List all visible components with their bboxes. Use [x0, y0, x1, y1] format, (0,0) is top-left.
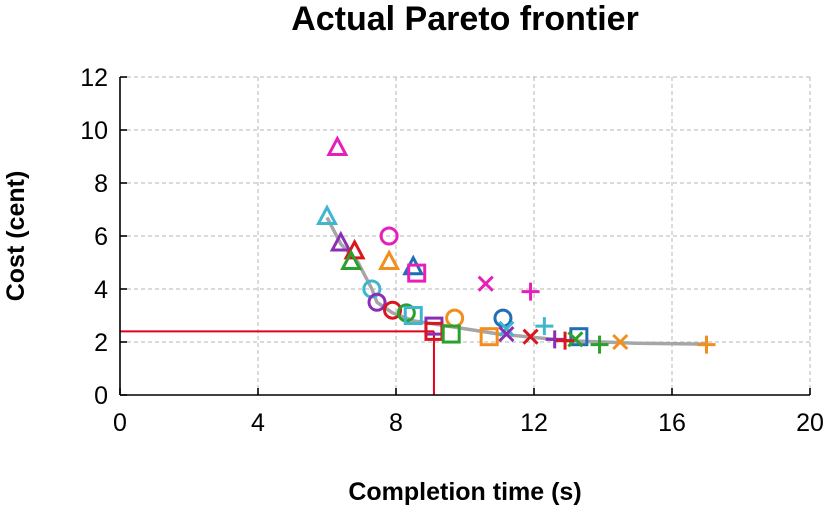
data-point-square — [479, 327, 499, 347]
data-point-circle — [367, 292, 387, 312]
data-point-x — [498, 320, 515, 337]
data-point-square — [403, 306, 423, 325]
data-point-triangle — [378, 249, 401, 270]
data-point-circle — [445, 308, 465, 328]
y-tick-label: 4 — [94, 276, 108, 304]
x-tick-label: 16 — [658, 409, 686, 437]
data-point-square — [407, 263, 427, 283]
y-tick-label: 10 — [80, 117, 108, 145]
y-tick-label: 0 — [94, 382, 108, 410]
data-point-triangle — [326, 135, 349, 157]
x-axis-label: Completion time (s) — [348, 478, 581, 506]
data-point-triangle — [316, 204, 338, 225]
data-point-x — [477, 275, 494, 292]
x-tick-label: 12 — [520, 409, 548, 437]
data-point-x — [498, 325, 515, 343]
reference-lines — [120, 330, 435, 395]
y-axis-label: Cost (cent) — [2, 171, 30, 302]
grid — [120, 76, 811, 395]
data-points — [316, 135, 716, 354]
data-point-plus — [697, 335, 716, 354]
frontier-line — [325, 216, 707, 346]
chart-title: Actual Pareto frontier — [291, 0, 639, 38]
data-point-plus — [556, 331, 575, 350]
frontier-line-group — [325, 216, 707, 346]
data-point-circle — [379, 226, 399, 246]
y-tick-label: 8 — [94, 170, 108, 198]
x-tick-label: 4 — [251, 409, 265, 437]
y-tick-label: 6 — [94, 223, 108, 251]
data-point-triangle — [329, 230, 352, 252]
data-point-triangle — [340, 249, 363, 270]
data-point-plus — [535, 317, 554, 336]
data-point-x — [522, 328, 539, 345]
x-tick-label: 8 — [389, 409, 403, 437]
x-tick-label: 20 — [796, 409, 824, 437]
data-point-plus — [521, 282, 540, 301]
tick-labels: 0 4 8 12 16 20 0 2 4 6 8 10 12 — [80, 64, 824, 437]
data-point-circle — [383, 300, 403, 320]
y-tick-label: 12 — [80, 64, 108, 92]
y-tick-label: 2 — [94, 329, 108, 357]
data-point-x — [612, 333, 629, 351]
data-point-square — [441, 324, 461, 344]
data-point-plus — [590, 335, 609, 354]
axes — [119, 76, 811, 396]
data-point-x — [567, 331, 584, 348]
x-tick-label: 0 — [113, 409, 127, 437]
